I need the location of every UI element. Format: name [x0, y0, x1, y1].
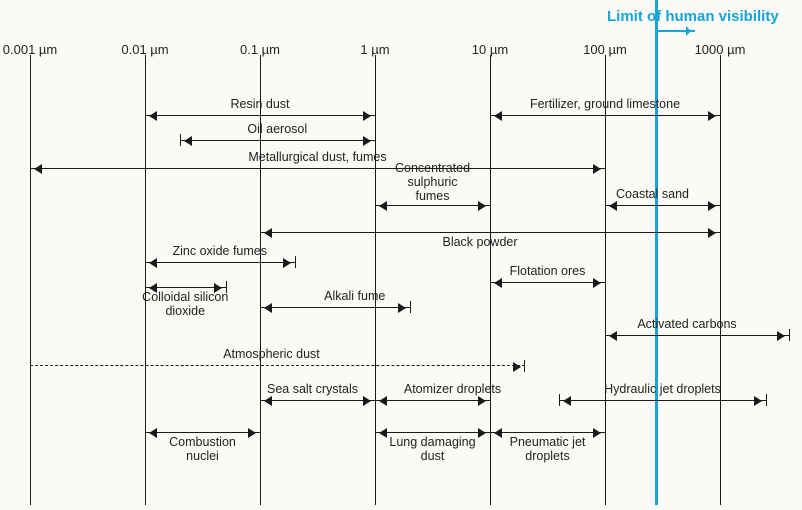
range-bar [490, 432, 605, 433]
range-label: Concentratedsulphuricfumes [395, 162, 470, 203]
axis-tick-label: 0.01 µm [121, 42, 168, 57]
axis-tick-label: 1000 µm [695, 42, 746, 57]
range-bar [260, 307, 410, 308]
axis-tick-label: 1 µm [360, 42, 389, 57]
range-bar [260, 232, 720, 233]
visibility-arrow-icon [655, 30, 695, 32]
range-label: Activated carbons [637, 318, 736, 332]
visibility-limit-line [655, 0, 658, 505]
range-label: Sea salt crystals [267, 383, 358, 397]
range-label: Fertilizer, ground limestone [530, 98, 680, 112]
range-label: Colloidal silicondioxide [142, 291, 228, 319]
range-bar [145, 262, 295, 263]
range-bar [375, 205, 490, 206]
particle-size-chart: 0.001 µm 0.01 µm 0.1 µm 1 µm 10 µm 100 µm 1000… [0, 0, 802, 510]
range-label: Coastal sand [616, 188, 689, 202]
range-bar [30, 365, 525, 367]
range-bar [375, 432, 490, 433]
axis-tick-label: 10 µm [472, 42, 508, 57]
visibility-limit-label: Limit of human visibility [607, 8, 779, 25]
range-bar [145, 115, 375, 116]
range-label: Resin dust [230, 98, 289, 112]
axis-tick-label: 0.001 µm [3, 42, 57, 57]
range-bar [260, 400, 375, 401]
range-label: Hydraulic jet droplets [604, 383, 721, 397]
range-bar [30, 168, 605, 169]
range-label: Alkali fume [324, 290, 385, 304]
range-bar [605, 205, 720, 206]
range-label: Lung damagingdust [389, 436, 475, 464]
range-bar [375, 400, 490, 401]
axis-tick-label: 0.1 µm [240, 42, 280, 57]
range-label: Flotation ores [510, 265, 586, 279]
gridline [30, 55, 31, 505]
range-label: Atomizer droplets [404, 383, 501, 397]
range-bar [490, 282, 605, 283]
range-bar [605, 335, 789, 336]
range-label: Combustionnuclei [169, 436, 236, 464]
gridline [720, 55, 721, 505]
range-label: Black powder [442, 236, 517, 250]
range-label: Metallurgical dust, fumes [248, 151, 386, 165]
range-bar [559, 400, 766, 401]
range-label: Pneumatic jetdroplets [510, 436, 586, 464]
range-bar [490, 115, 720, 116]
range-bar [145, 287, 226, 288]
range-label: Oil aerosol [247, 123, 307, 137]
range-label: Zinc oxide fumes [173, 245, 267, 259]
axis-tick-label: 100 µm [583, 42, 627, 57]
range-label: Atmospheric dust [223, 348, 320, 362]
range-bar [145, 432, 260, 433]
range-bar [180, 140, 376, 141]
